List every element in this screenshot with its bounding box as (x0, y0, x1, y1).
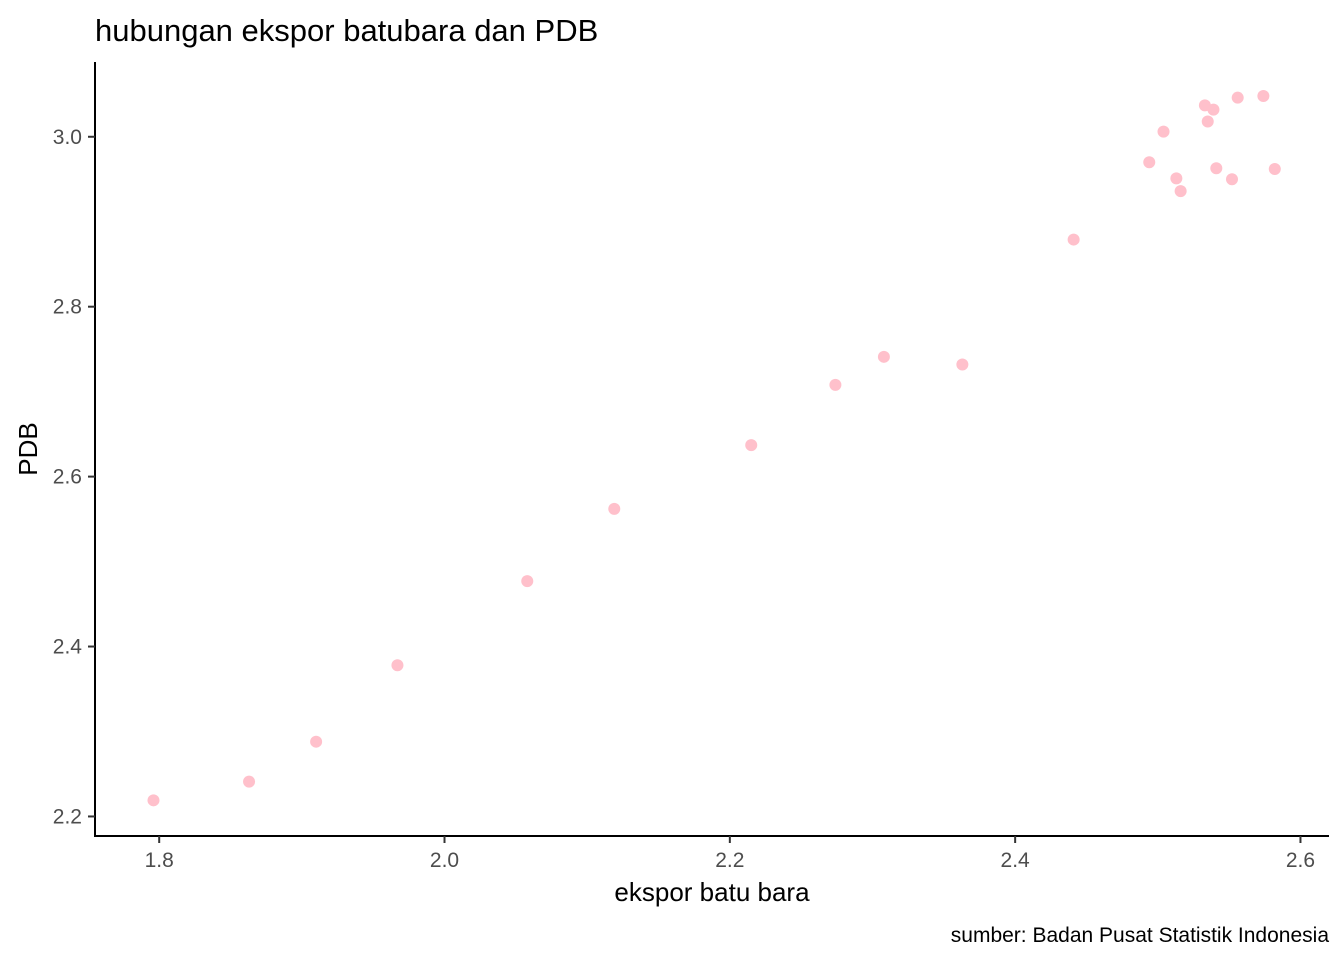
data-point (1157, 125, 1170, 138)
data-point (147, 794, 160, 807)
data-point (391, 659, 404, 672)
data-point (1210, 162, 1223, 175)
chart-title: hubungan ekspor batubara dan PDB (95, 13, 598, 48)
data-point (1201, 115, 1214, 128)
data-point (877, 350, 890, 363)
data-point (745, 439, 758, 452)
y-tick-label: 2.6 (53, 466, 82, 489)
y-tick-label: 3.0 (53, 126, 82, 149)
data-point (829, 378, 842, 391)
y-tick-label: 2.2 (53, 805, 82, 828)
y-tick-label: 2.8 (53, 296, 82, 319)
x-tick-label: 1.8 (145, 849, 174, 872)
data-point (1143, 156, 1156, 169)
data-point (1268, 163, 1281, 176)
data-point (1231, 91, 1244, 104)
x-tick-label: 2.6 (1286, 849, 1315, 872)
data-point (310, 735, 323, 748)
x-tick-label: 2.0 (430, 849, 459, 872)
data-point (1207, 103, 1220, 116)
x-axis-ticks: 1.8 2.0 2.2 2.4 2.6 (145, 836, 1315, 872)
data-point (1174, 185, 1187, 198)
x-tick-label: 2.2 (715, 849, 744, 872)
y-tick-label: 2.4 (53, 636, 83, 659)
x-tick-label: 2.4 (1001, 849, 1031, 872)
data-point (521, 575, 534, 588)
data-point (608, 502, 621, 515)
data-point (1257, 89, 1270, 102)
data-point (956, 358, 969, 371)
data-point (243, 775, 256, 788)
data-point (1170, 172, 1183, 185)
x-axis-label: ekspor batu bara (614, 877, 810, 907)
plot-area: 1.8 2.0 2.2 2.4 2.6 2.2 2.4 2.6 2.8 3.0 (53, 62, 1329, 872)
chart-caption: sumber: Badan Pusat Statistik Indonesia (951, 924, 1330, 947)
y-axis-ticks: 2.2 2.4 2.6 2.8 3.0 (53, 126, 95, 828)
data-point (1225, 173, 1238, 186)
data-point (1067, 233, 1080, 246)
y-axis-label: PDB (13, 422, 43, 475)
data-points (147, 89, 1281, 807)
